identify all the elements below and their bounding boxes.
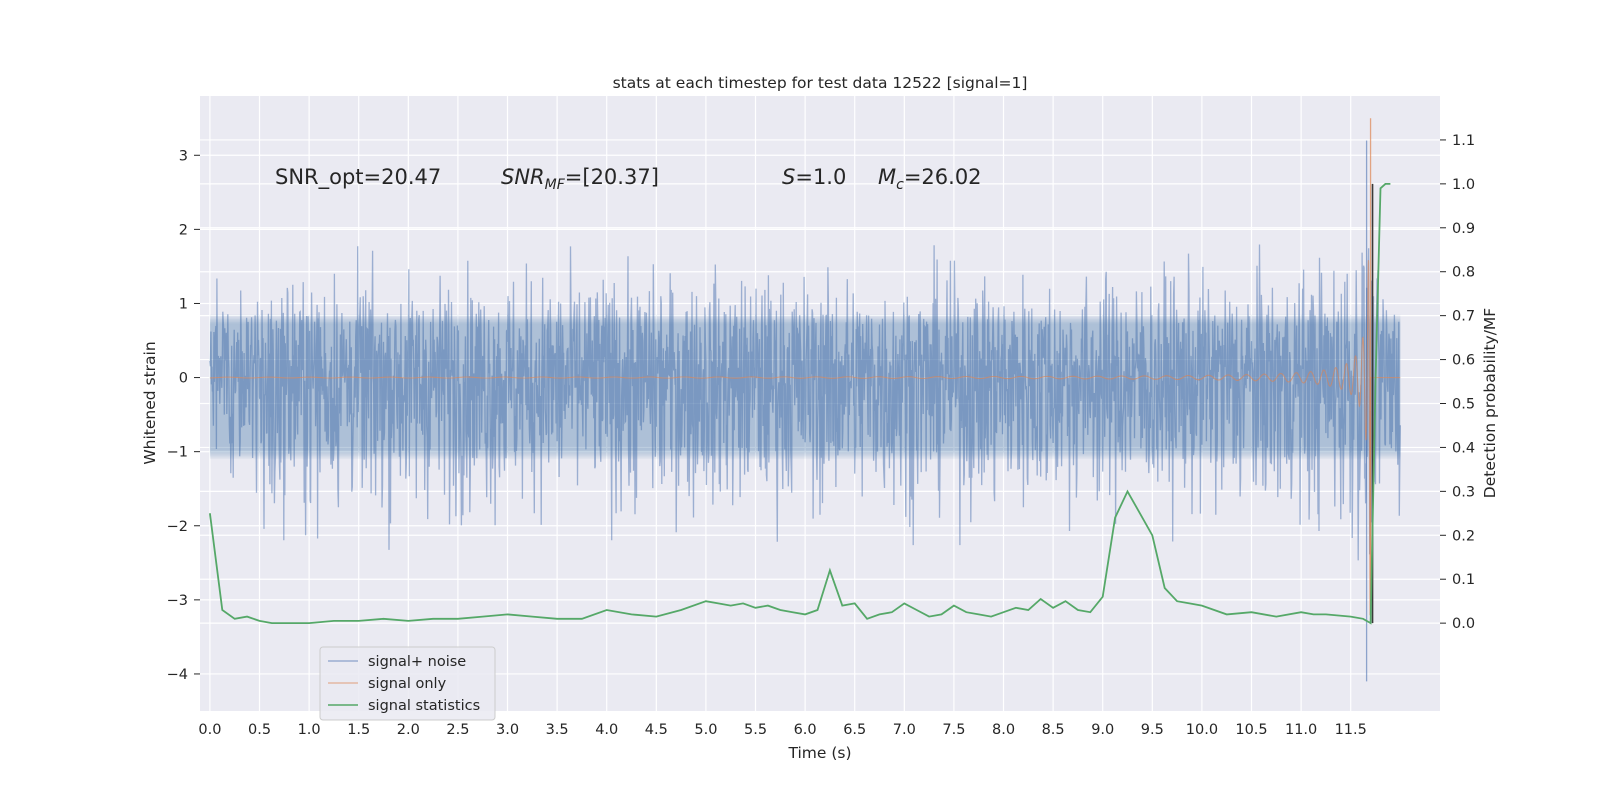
y-tick-label-right: 1.1 — [1452, 133, 1475, 149]
series-signal-noise-band — [209, 319, 1401, 455]
y-tick-label-right: 1.0 — [1452, 177, 1475, 193]
annotation-snr-mf: SNRMF=[20.37] — [501, 165, 659, 193]
legend-label-signal-statistics: signal statistics — [368, 698, 480, 714]
legend-label-signal-noise: signal+ noise — [368, 654, 466, 670]
y-tick-label-right: 0.8 — [1452, 265, 1475, 281]
y-tick-label-right: 0.7 — [1452, 309, 1475, 325]
y-tick-label-right: 0.4 — [1452, 440, 1475, 456]
x-tick-label: 6.5 — [843, 722, 866, 738]
series-signal-noise — [209, 244, 1401, 561]
x-tick-label: 9.5 — [1141, 722, 1164, 738]
annotation-mc: Mc=26.02 — [878, 165, 982, 193]
x-tick-label: 1.5 — [347, 722, 370, 738]
plot-area — [209, 118, 1401, 682]
x-tick-label: 5.0 — [694, 722, 717, 738]
legend: signal+ noise signal only signal statist… — [319, 646, 496, 721]
y-axis-label-right: Detection probability/MF — [1481, 308, 1499, 499]
x-axis-label: Time (s) — [787, 744, 851, 762]
x-tick-label: 11.5 — [1335, 722, 1367, 738]
x-tick-label: 8.5 — [1042, 722, 1065, 738]
series-signal-noise-band — [209, 320, 1401, 454]
y-tick-label-left: 2 — [179, 222, 188, 238]
y-tick-label-left: −1 — [167, 445, 188, 461]
annotation-mc-value: =26.02 — [904, 165, 982, 189]
chart-title: stats at each timestep for test data 125… — [613, 74, 1028, 92]
annotation-s-main: S — [782, 165, 795, 189]
series-signal-noise-band — [209, 314, 1401, 460]
y-tick-label-right: 0.9 — [1452, 221, 1475, 237]
x-tick-label: 0.0 — [198, 722, 221, 738]
annotation-snr-mf-value: =[20.37] — [565, 165, 659, 189]
x-tick-label: 4.5 — [645, 722, 668, 738]
annotation-snr-mf-main: SNR — [501, 165, 545, 189]
x-tick-label: 9.0 — [1091, 722, 1114, 738]
x-tick-label: 5.5 — [744, 722, 767, 738]
x-tick-label: 6.0 — [794, 722, 817, 738]
annotation-s-value: =1.0 — [795, 165, 846, 189]
x-tick-label: 7.0 — [893, 722, 916, 738]
annotation-snr-opt: SNR_opt=20.47 — [275, 165, 441, 190]
legend-box — [319, 646, 496, 721]
x-tick-label: 2.0 — [397, 722, 420, 738]
y-tick-label-left: −3 — [167, 593, 188, 609]
x-tick-label: 0.5 — [248, 722, 271, 738]
series-signal-only — [209, 260, 1401, 616]
y-tick-label-left: −4 — [167, 667, 188, 683]
y-tick-label-right: 0.1 — [1452, 572, 1475, 588]
y-tick-label-right: 0.3 — [1452, 484, 1475, 500]
y-tick-label-right: 0.0 — [1452, 616, 1475, 632]
series-signal-statistics — [209, 183, 1391, 625]
series-signal-noise-band — [209, 321, 1401, 452]
y-tick-label-left: −2 — [167, 519, 188, 535]
annotation-mc-main: M — [878, 165, 896, 189]
x-tick-label: 1.0 — [298, 722, 321, 738]
y-tick-label-right: 0.2 — [1452, 528, 1475, 544]
y-tick-label-right: 0.5 — [1452, 397, 1475, 413]
series-signal-noise-band — [209, 316, 1401, 458]
x-tick-label: 10.0 — [1186, 722, 1218, 738]
x-tick-label: 2.5 — [446, 722, 469, 738]
y-tick-label-left: 3 — [179, 148, 188, 164]
annotations: SNR_opt=20.47 SNRMF=[20.37] S=1.0 Mc=26.… — [275, 165, 982, 193]
y-tick-label-left: 0 — [179, 371, 188, 387]
tick-labels: 0.0 0.5 1.0 1.5 2.0 2.5 3.0 3.5 4.0 4.5 5.0 5.5 6.0 6… — [167, 133, 1475, 738]
annotation-s: S=1.0 — [782, 165, 846, 189]
series-signal-noise-band — [209, 317, 1401, 457]
annotation-mc-sub: c — [896, 177, 904, 193]
x-tick-label: 11.0 — [1285, 722, 1317, 738]
legend-label-signal-only: signal only — [368, 676, 447, 692]
x-tick-label: 4.0 — [595, 722, 618, 738]
y-tick-label-left: 1 — [179, 296, 188, 312]
x-tick-label: 8.0 — [992, 722, 1015, 738]
x-tick-label: 3.5 — [546, 722, 569, 738]
y-tick-label-right: 0.6 — [1452, 353, 1475, 369]
y-axis-label-left: Whitened strain — [141, 341, 159, 464]
x-tick-label: 7.5 — [942, 722, 965, 738]
x-tick-label: 3.0 — [496, 722, 519, 738]
series-signal-noise-band — [209, 323, 1401, 451]
annotation-snr-mf-sub: MF — [545, 177, 566, 193]
x-tick-label: 10.5 — [1235, 722, 1267, 738]
